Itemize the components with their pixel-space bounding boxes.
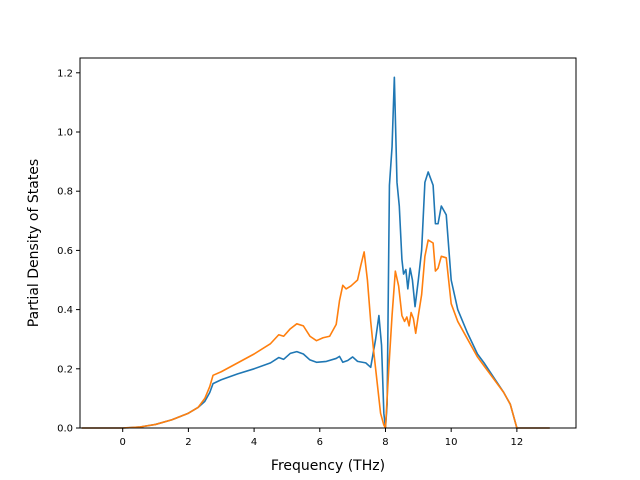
series-line-1 xyxy=(81,76,550,429)
y-tick-label: 0.8 xyxy=(57,187,73,198)
x-tick-label: 6 xyxy=(317,437,323,448)
x-tick-label: 8 xyxy=(382,437,388,448)
x-tick-label: 2 xyxy=(185,437,191,448)
x-tick-label: 12 xyxy=(511,437,524,448)
y-tick-label: 0.2 xyxy=(57,364,73,375)
series-layer xyxy=(81,76,550,429)
y-tick-label: 0.4 xyxy=(57,305,73,316)
plot-area xyxy=(80,58,576,428)
y-axis-label: Partial Density of States xyxy=(26,159,42,327)
y-tick-label: 1.2 xyxy=(57,68,73,79)
x-axis: 0 2 4 6 8 10 12 xyxy=(120,428,524,448)
plot-frame xyxy=(79,57,577,429)
y-tick-label: 0.6 xyxy=(57,246,73,257)
y-axis: 0.0 0.2 0.4 0.6 0.8 1.0 1.2 xyxy=(57,68,80,435)
x-tick-label: 4 xyxy=(251,437,257,448)
x-axis-label: Frequency (THz) xyxy=(271,458,385,474)
y-tick-label: 1.0 xyxy=(57,128,73,139)
series-line-2 xyxy=(81,239,550,429)
y-tick-label: 0.0 xyxy=(57,424,73,435)
x-tick-label: 10 xyxy=(445,437,458,448)
x-tick-label: 0 xyxy=(120,437,126,448)
